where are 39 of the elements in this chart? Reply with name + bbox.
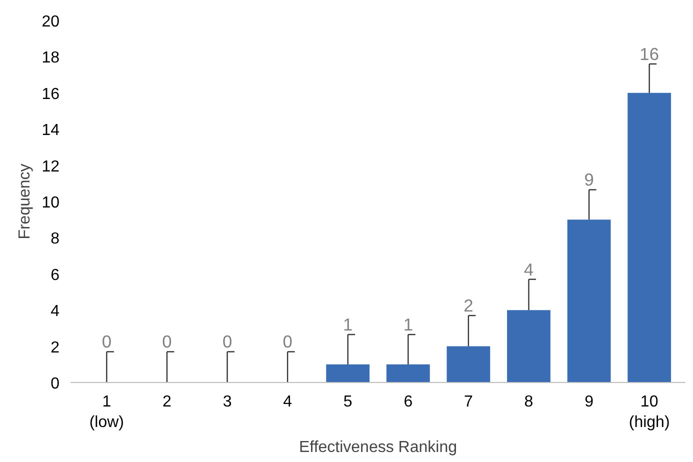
- bar: [386, 364, 430, 382]
- data-label: 1: [403, 314, 413, 335]
- y-tick-label: 2: [50, 339, 60, 356]
- y-tick-label: 4: [50, 303, 60, 320]
- data-label: 1: [343, 314, 353, 335]
- data-label: 0: [102, 332, 112, 352]
- y-tick-label: 16: [42, 86, 60, 103]
- x-tick-label: 7: [464, 394, 473, 410]
- x-tick-label: 6: [404, 394, 413, 410]
- data-label: 4: [524, 259, 534, 280]
- data-label: 9: [584, 170, 594, 190]
- x-tick-label: 10 (high): [628, 394, 670, 431]
- bar: [628, 92, 672, 382]
- data-label: 0: [222, 332, 232, 352]
- y-tick-label: 20: [42, 14, 60, 30]
- y-tick-label: 6: [50, 266, 60, 284]
- x-tick-label: 8: [524, 394, 534, 410]
- bar: [326, 364, 370, 382]
- bar: [567, 220, 611, 382]
- data-label: 0: [162, 332, 172, 352]
- bar: [446, 346, 490, 382]
- y-tick-label: 12: [42, 158, 60, 176]
- bar: [507, 310, 550, 382]
- x-axis-title: Effectiveness Ranking: [298, 438, 458, 456]
- data-label: 2: [464, 296, 474, 316]
- x-tick-label: 4: [283, 394, 292, 410]
- x-tick-label: 3: [222, 394, 232, 410]
- x-tick-label: 1 (low): [89, 394, 124, 431]
- data-label: 16: [640, 44, 659, 64]
- y-tick-label: 10: [42, 194, 60, 212]
- y-tick-label: 0: [50, 376, 60, 392]
- x-tick-label: 2: [162, 394, 172, 410]
- x-tick-label: 5: [343, 394, 352, 410]
- x-tick-label: 9: [584, 394, 594, 410]
- y-tick-label: 18: [42, 50, 60, 67]
- y-tick-label: 8: [50, 230, 60, 248]
- data-label: 0: [282, 332, 292, 352]
- y-axis-title: Frequency: [16, 164, 34, 240]
- y-tick-label: 14: [42, 122, 60, 140]
